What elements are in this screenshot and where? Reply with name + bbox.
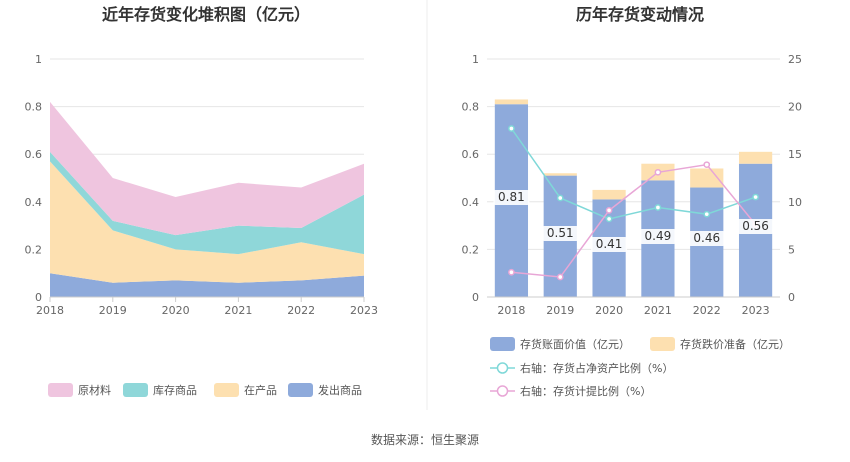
line-右轴：存货计提比例（%） <box>511 163 757 278</box>
bar-label-bg <box>542 226 579 241</box>
right-chart-legend: 存货账面价值（亿元） 存货跌价准备（亿元） 右轴：存货占净资产比例（%） 右轴：存货计… <box>490 337 790 398</box>
right-x-tick-label: 2019 <box>546 304 574 317</box>
left-x-tick-label: 2020 <box>162 304 190 317</box>
left-x-tick-label: 2018 <box>36 304 64 317</box>
bar-value-label: 0.81 <box>498 190 525 204</box>
bar-存货跌价准备（亿元） <box>543 173 577 176</box>
line-point <box>752 193 759 201</box>
line-point <box>654 168 662 176</box>
area-库存商品 <box>50 151 364 255</box>
bar-value-label: 0.56 <box>742 219 769 233</box>
bar-存货跌价准备（亿元） <box>494 99 529 105</box>
left-y-tick-label: 0 <box>35 291 42 304</box>
left-y-tick-label: 0.4 <box>25 196 43 209</box>
bar-存货跌价准备（亿元） <box>592 189 626 200</box>
right-chart-y-axis: 0 0.2 0.4 0.6 0.8 1 <box>462 53 480 304</box>
legend-label: 右轴：存货计提比例（%） <box>520 384 651 398</box>
left-y-tick-label: 0.2 <box>25 243 43 256</box>
area-发出商品 <box>50 273 364 297</box>
left-y-tick-label: 0.6 <box>25 148 43 161</box>
bar-value-label: 0.46 <box>693 231 720 245</box>
line-point <box>556 273 564 281</box>
line-point <box>703 210 711 218</box>
legend-label: 发出商品 <box>318 383 362 397</box>
right-chart-lines <box>508 125 759 281</box>
left-x-tick-label: 2023 <box>350 304 378 317</box>
bar-value-label: 0.51 <box>547 226 574 240</box>
legend-label: 存货账面价值（亿元） <box>520 337 630 351</box>
legend-swatch <box>48 383 73 397</box>
left-x-tick-label: 2022 <box>287 304 315 317</box>
right-y2-tick-label: 20 <box>788 101 802 114</box>
legend-swatch <box>214 383 239 397</box>
line-point <box>605 207 613 214</box>
right-y2-tick-label: 15 <box>788 148 802 161</box>
bar-存货跌价准备（亿元） <box>738 151 773 164</box>
bar-label-bg <box>639 229 676 244</box>
legend-swatch <box>650 337 675 351</box>
legend-swatch <box>490 337 515 351</box>
left-chart-y-axis: 0 0.2 0.4 0.6 0.8 1 <box>25 53 43 304</box>
right-y-tick-label: 0 <box>472 291 479 304</box>
right-chart-bars <box>494 99 773 297</box>
left-y-tick-label: 0.8 <box>25 101 43 114</box>
right-chart-bar-labels: 0.81 0.51 0.41 0.49 0.46 0.56 <box>493 190 774 252</box>
right-y-tick-label: 0.2 <box>462 243 480 256</box>
left-x-tick-label: 2021 <box>224 304 252 317</box>
right-chart-x-axis: 2018 2019 2020 2021 2022 2023 <box>487 296 780 317</box>
right-chart-title: 历年存货变动情况 <box>576 5 704 24</box>
bar-label-bg <box>591 237 628 252</box>
left-chart-x-axis: 2018 2019 2020 2021 2022 2023 <box>36 296 378 317</box>
left-chart-title: 近年存货变化堆积图（亿元） <box>102 5 310 24</box>
legend-marker <box>496 362 509 374</box>
right-x-tick-label: 2023 <box>742 304 770 317</box>
source-note: 数据来源：恒生聚源 <box>371 432 479 447</box>
line-point <box>556 194 564 202</box>
bar-value-label: 0.41 <box>596 237 623 251</box>
right-y-tick-label: 0.4 <box>462 196 480 209</box>
right-chart-grid <box>487 58 780 298</box>
legend-label: 库存商品 <box>153 383 197 397</box>
right-y2-tick-label: 25 <box>788 53 802 66</box>
right-y-tick-label: 0.8 <box>462 101 480 114</box>
line-point <box>508 268 515 276</box>
line-point <box>508 125 515 132</box>
right-y-tick-label: 1 <box>472 53 479 66</box>
legend-label: 右轴：存货占净资产比例（%） <box>520 361 673 375</box>
legend-label: 在产品 <box>244 383 277 397</box>
line-point <box>605 215 613 223</box>
area-原材料 <box>50 101 364 236</box>
right-chart-y2-axis: 0 5 10 15 20 25 <box>788 53 802 304</box>
legend-swatch <box>123 383 148 397</box>
right-y2-tick-label: 0 <box>788 291 795 304</box>
left-y-tick-label: 1 <box>35 53 42 66</box>
bar-存货跌价准备（亿元） <box>690 168 724 188</box>
line-右轴：存货占净资产比例（%） <box>510 128 756 220</box>
bar-label-bg <box>493 190 530 205</box>
right-x-tick-label: 2021 <box>644 304 672 317</box>
left-chart-legend: 原材料 库存商品 在产品 发出商品 <box>48 383 362 397</box>
legend-label: 存货跌价准备（亿元） <box>680 337 790 351</box>
line-point <box>654 204 662 211</box>
bar-label-bg <box>688 231 725 246</box>
left-chart-areas <box>50 101 364 297</box>
left-x-tick-label: 2019 <box>99 304 127 317</box>
right-y2-tick-label: 5 <box>788 243 795 256</box>
legend-swatch <box>288 383 313 397</box>
right-x-tick-label: 2022 <box>693 304 721 317</box>
legend-marker <box>496 385 509 397</box>
line-point <box>703 161 711 169</box>
right-y2-tick-label: 10 <box>788 196 802 209</box>
bar-label-bg <box>737 219 774 234</box>
right-x-tick-label: 2020 <box>595 304 623 317</box>
legend-label: 原材料 <box>78 383 111 397</box>
bar-value-label: 0.49 <box>645 229 672 243</box>
right-x-tick-label: 2018 <box>497 304 525 317</box>
right-y-tick-label: 0.6 <box>462 148 480 161</box>
area-在产品 <box>50 161 364 283</box>
